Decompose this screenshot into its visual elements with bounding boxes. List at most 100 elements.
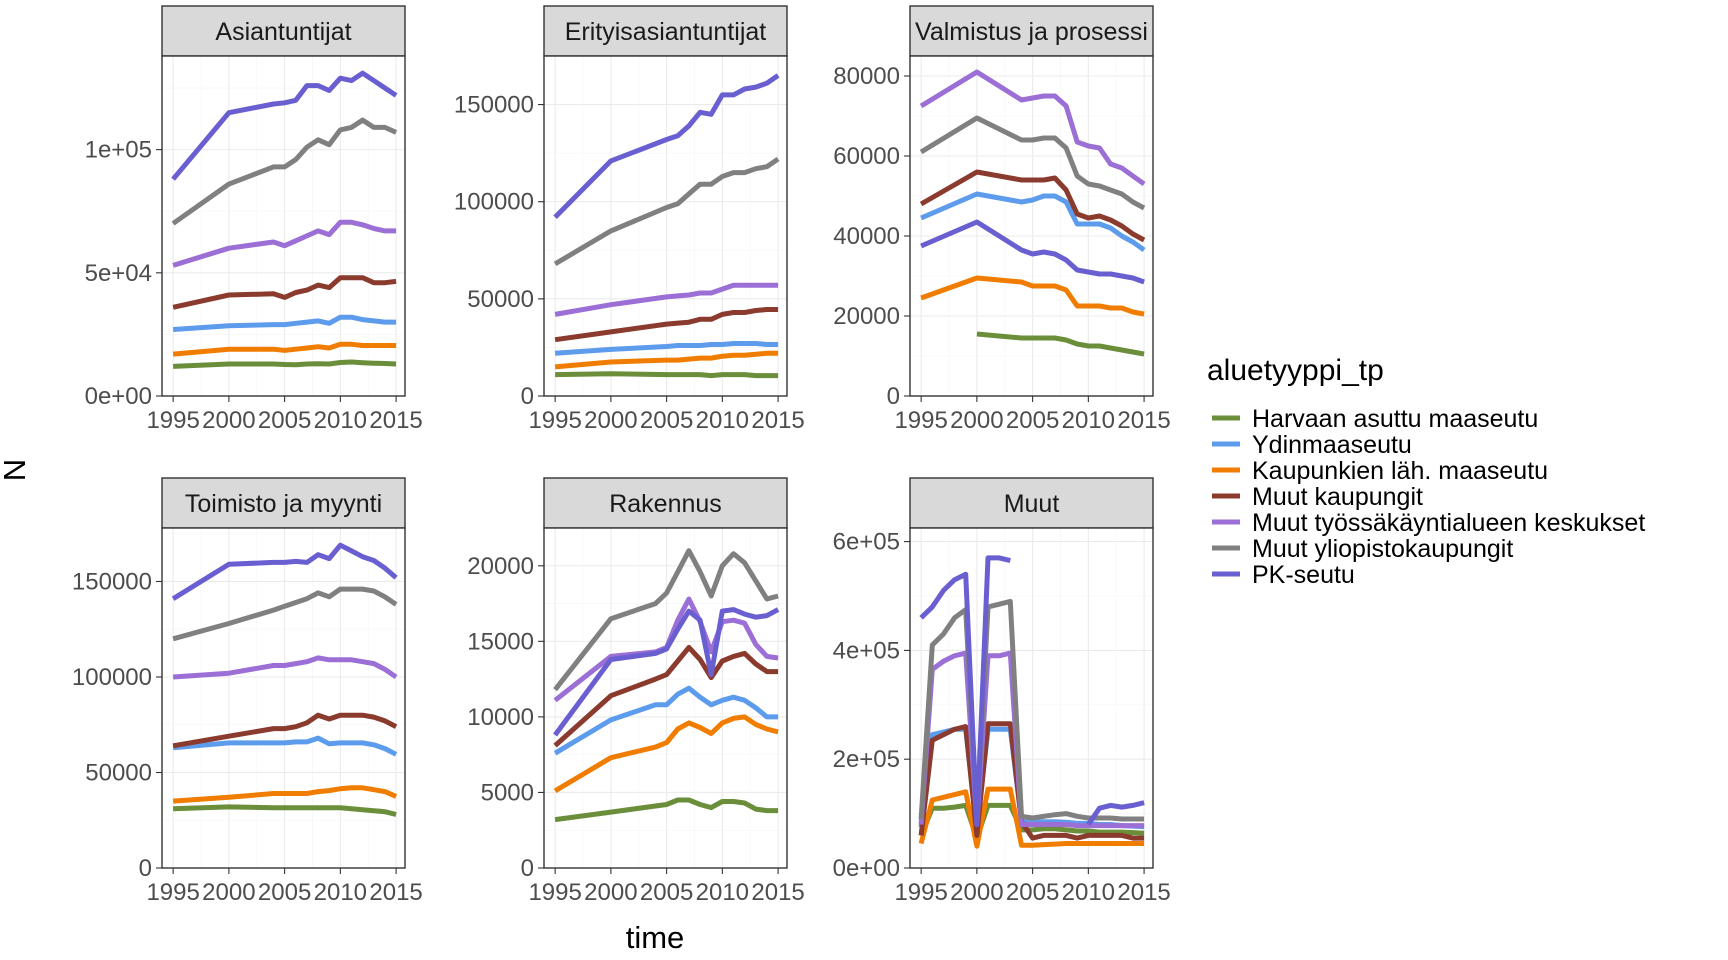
legend-item-ydinmaaseutu: Ydinmaaseutu: [1212, 431, 1412, 459]
x-tick-label: 2005: [640, 879, 693, 906]
series-line-kaupunkien-lah-maaseutu: [920, 275, 1145, 317]
legend: aluetyyppi_tp Harvaan asuttu maaseutuYdi…: [1207, 354, 1645, 589]
x-tick-label: 2015: [1117, 407, 1170, 434]
x-tick-label: 2005: [640, 407, 693, 434]
x-tick-label: 2015: [369, 879, 422, 906]
x-axis-title: time: [626, 920, 685, 955]
y-tick-label: 2e+05: [833, 746, 900, 773]
facet-title: Valmistus ja prosessi: [915, 18, 1148, 46]
legend-item-muut-kaupungit: Muut kaupungit: [1212, 483, 1423, 511]
legend-label: Harvaan asuttu maaseutu: [1252, 405, 1538, 433]
series-line-muut-tyossakayntialueen-keskukset: [554, 282, 779, 317]
panel-background: [544, 56, 787, 396]
legend-item-muut-tyossakayntialueen-keskukset: Muut työssäkäyntialueen keskukset: [1212, 509, 1645, 537]
series-layer: [171, 70, 398, 369]
series-layer: [171, 542, 398, 817]
series-layer: [919, 69, 1146, 357]
series-layer: [553, 548, 780, 823]
panel-toimisto-ja-myynti: Toimisto ja myynti 0 50000 100000 150000 1995…: [72, 477, 423, 906]
facet-title: Erityisasiantuntijat: [565, 18, 767, 46]
y-tick-label: 100000: [72, 664, 152, 691]
legend-label: Kaupunkien läh. maaseutu: [1252, 457, 1548, 485]
y-tick-label: 40000: [833, 223, 900, 250]
series-line-muut-yliopistokaupungit: [172, 586, 398, 642]
series-line-pk-seutu: [171, 70, 398, 181]
facet-strip: [909, 477, 1154, 529]
series-line-muut-yliopistokaupungit: [919, 115, 1146, 211]
x-tick-label: 2015: [751, 879, 804, 906]
y-tick-label: 60000: [833, 143, 900, 170]
y-tick-label: 80000: [833, 63, 900, 90]
y-tick-label: 0e+00: [833, 855, 900, 882]
series-line-muut-tyossakayntialueen-keskukset: [918, 650, 1145, 829]
facet-title: Toimisto ja myynti: [185, 490, 382, 518]
panel-rakennus: Rakennus 0 5000 10000 15000 20000 1995 2000 2005…: [467, 477, 805, 906]
legend-label: Muut kaupungit: [1252, 483, 1423, 511]
panel-border: [909, 527, 1154, 869]
facet-title: Rakennus: [609, 490, 722, 518]
series-line-muut-tyossakayntialueen-keskukset: [172, 655, 398, 680]
x-tick-label: 2005: [1006, 407, 1059, 434]
series-line-ydinmaaseutu: [553, 685, 779, 756]
series-line-muut-tyossakayntialueen-keskukset: [172, 219, 397, 268]
y-tick-label: 20000: [467, 553, 534, 580]
facet-title: Muut: [1004, 490, 1060, 518]
legend-item-muut-yliopistokaupungit: Muut yliopistokaupungit: [1212, 535, 1513, 563]
y-tick-label: 20000: [833, 303, 900, 330]
panel-border: [161, 527, 406, 869]
series-line-ydinmaaseutu: [554, 341, 779, 356]
panel-background: [162, 528, 405, 868]
y-axis-title: N: [0, 459, 32, 481]
y-tick-label: 10000: [467, 704, 534, 731]
x-tick-label: 2000: [584, 407, 637, 434]
series-line-pk-seutu: [920, 219, 1145, 285]
x-tick-label: 1995: [894, 879, 947, 906]
series-line-harvaan-asuttu-maaseutu: [554, 797, 779, 823]
series-line-muut-yliopistokaupungit: [918, 598, 1145, 822]
legend-label: Muut yliopistokaupungit: [1252, 535, 1513, 563]
x-tick-label: 2005: [258, 407, 311, 434]
series-layer: [553, 73, 780, 379]
x-tick-label: 2000: [950, 879, 1003, 906]
series-line-pk-seutu: [171, 542, 398, 601]
x-tick-label: 2010: [696, 879, 749, 906]
series-line-harvaan-asuttu-maaseutu: [976, 331, 1145, 357]
series-line-muut-kaupungit: [919, 169, 1146, 243]
facet-strip: [161, 5, 406, 57]
y-tick-label: 150000: [72, 568, 152, 595]
legend-item-kaupunkien-lah-maaseutu: Kaupunkien läh. maaseutu: [1212, 457, 1548, 485]
x-tick-label: 1995: [528, 879, 581, 906]
panel-border: [161, 55, 406, 397]
x-tick-label: 1995: [894, 407, 947, 434]
series-line-harvaan-asuttu-maaseutu: [555, 371, 779, 379]
x-tick-label: 2010: [696, 407, 749, 434]
series-line-kaupunkien-lah-maaseutu: [918, 786, 1145, 849]
legend-label: Ydinmaaseutu: [1252, 431, 1412, 459]
y-tick-label: 1e+05: [85, 137, 152, 164]
x-tick-label: 1995: [528, 407, 581, 434]
panel-erityisasiantuntijat: Erityisasiantuntijat 0 50000 100000 150000 19…: [454, 5, 805, 434]
series-line-muut-yliopistokaupungit: [553, 548, 779, 692]
series-layer: [918, 555, 1145, 849]
series-line-kaupunkien-lah-maaseutu: [172, 785, 398, 804]
series-line-harvaan-asuttu-maaseutu: [173, 804, 397, 817]
x-tick-label: 2005: [1006, 879, 1059, 906]
series-line-harvaan-asuttu-maaseutu: [918, 802, 1145, 841]
y-tick-label: 6e+05: [833, 529, 900, 556]
series-line-muut-kaupungit: [553, 644, 779, 748]
legend-items: Harvaan asuttu maaseutuYdinmaaseutuKaupu…: [1212, 405, 1645, 589]
series-line-ydinmaaseutu: [920, 191, 1146, 253]
y-tick-label: 0: [887, 383, 900, 410]
x-tick-label: 2015: [1117, 879, 1170, 906]
series-line-pk-seutu: [553, 73, 780, 220]
x-tick-label: 2010: [314, 879, 367, 906]
series-line-muut-kaupungit: [172, 275, 397, 310]
panel-valmistus-ja-prosessi: Valmistus ja prosessi 0 20000 40000 60000 800…: [833, 5, 1171, 434]
series-line-ydinmaaseutu: [172, 735, 398, 757]
series-line-muut-yliopistokaupungit: [553, 156, 780, 267]
series-line-pk-seutu: [919, 555, 1145, 827]
legend-item-pk-seutu: PK-seutu: [1212, 561, 1355, 589]
panel-border: [543, 55, 788, 397]
